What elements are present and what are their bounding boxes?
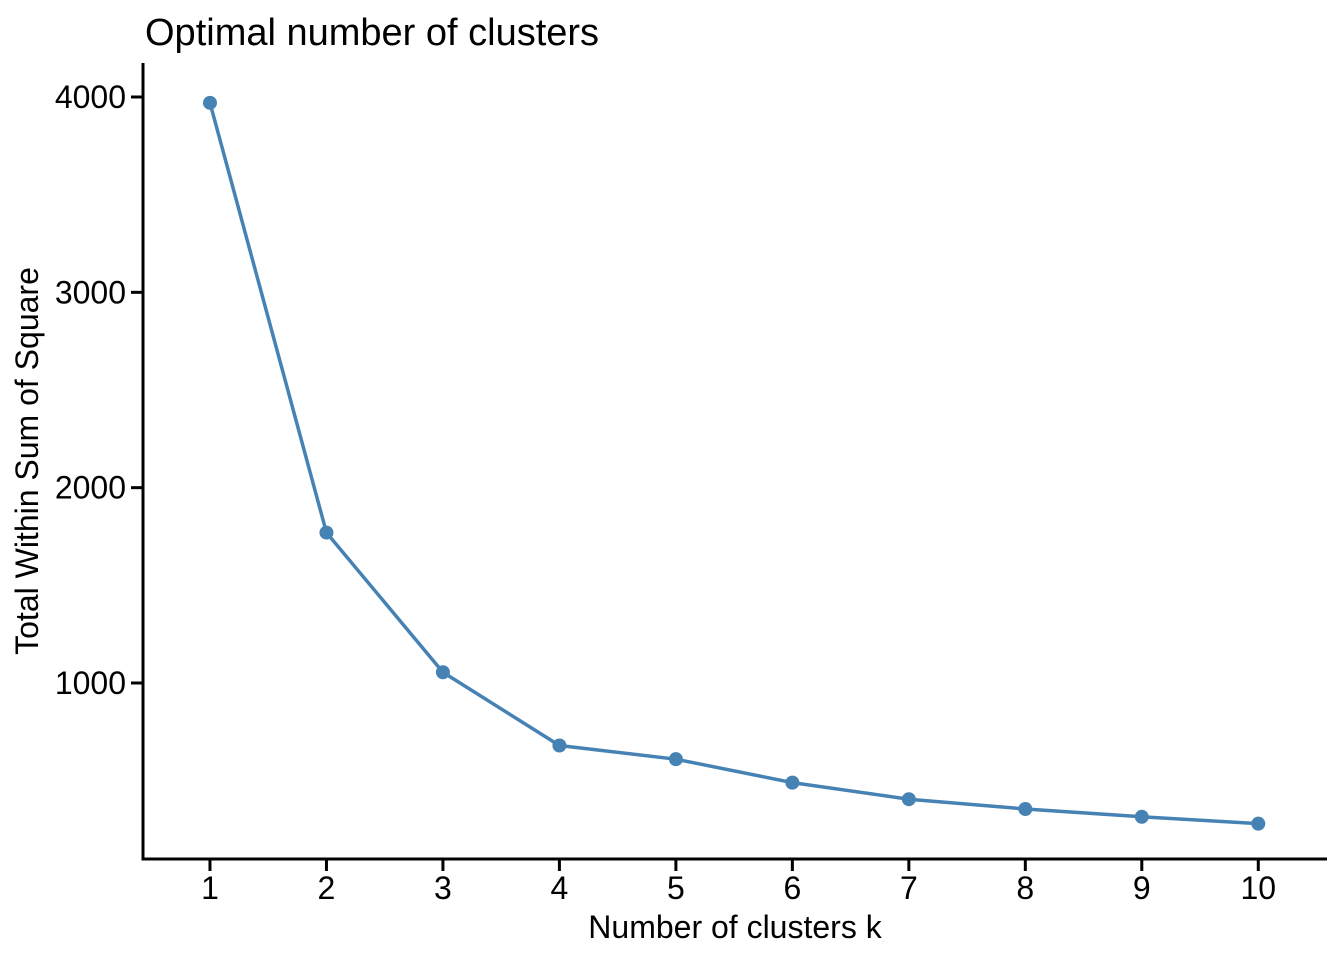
- x-tick-label: 8: [1016, 870, 1034, 906]
- data-point-k6: [785, 775, 800, 790]
- y-tick-label: 1000: [55, 665, 126, 701]
- data-point-k10: [1251, 816, 1266, 831]
- data-point-k3: [435, 665, 450, 680]
- plot-title: Optimal number of clusters: [145, 12, 599, 54]
- x-tick-label: 10: [1240, 870, 1276, 906]
- x-tick-label: 6: [783, 870, 801, 906]
- y-tick-label: 4000: [55, 79, 126, 115]
- x-axis-title: Number of clusters k: [588, 909, 882, 945]
- data-point-k7: [901, 792, 916, 807]
- x-tick-label: 3: [434, 870, 452, 906]
- data-point-k5: [668, 752, 683, 767]
- y-axis-title: Total Within Sum of Square: [9, 267, 45, 655]
- data-point-k2: [319, 525, 334, 540]
- x-tick-label: 5: [667, 870, 685, 906]
- y-tick-label: 2000: [55, 470, 126, 506]
- wss-line: [208, 101, 1261, 826]
- data-point-k4: [552, 738, 567, 753]
- x-tick-label: 1: [201, 870, 219, 906]
- x-tick-label: 7: [900, 870, 918, 906]
- x-tick-label: 4: [551, 870, 569, 906]
- data-point-k8: [1018, 801, 1033, 816]
- y-tick-label: 3000: [55, 274, 126, 310]
- x-tick-label: 2: [318, 870, 336, 906]
- data-point-k9: [1134, 809, 1149, 824]
- x-tick-label: 9: [1133, 870, 1151, 906]
- data-point-k1: [202, 95, 217, 110]
